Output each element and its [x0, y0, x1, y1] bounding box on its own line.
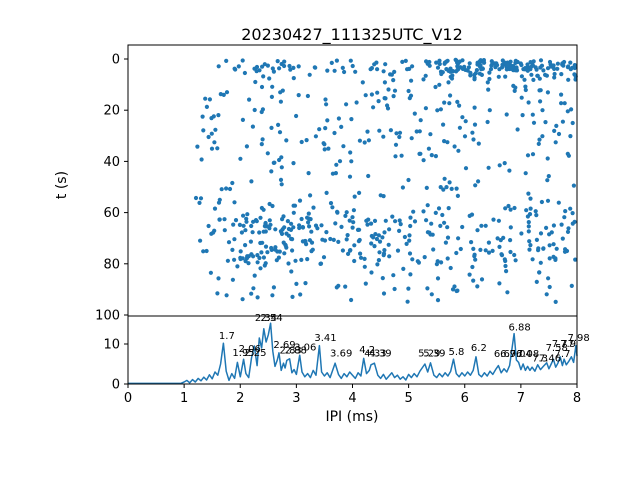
peak-annotation: 7.7 — [555, 349, 571, 360]
tick-label: 7 — [517, 391, 525, 406]
peak-annotation: 2.88 — [285, 346, 307, 357]
tick-label: 20 — [103, 104, 120, 119]
peak-annotation: 2.25 — [244, 348, 266, 359]
peak-annotation: 3.41 — [314, 333, 336, 344]
tick-label: 0 — [112, 378, 120, 393]
peak-annotation: 1.95 — [232, 348, 254, 359]
peak-annotation: 2.06 — [239, 344, 261, 355]
tick-label: 80 — [103, 257, 120, 272]
peak-annotation: 7.04 — [510, 349, 532, 360]
peak-annotation: 7.3 — [532, 354, 548, 365]
tick-label: 3 — [292, 391, 300, 406]
peak-annotation: 7.08 — [517, 349, 539, 360]
tick-label: 8 — [573, 391, 581, 406]
peak-annotation: 6.2 — [471, 343, 487, 354]
tick-label: 0 — [124, 391, 132, 406]
peak-annotation: 6.6 — [494, 349, 510, 360]
scatter-axes-frame — [127, 44, 578, 317]
plot-title: 20230427_111325UTC_V12 — [241, 25, 463, 45]
tick-label: 40 — [103, 155, 120, 170]
peak-annotation: 7.9 — [560, 339, 576, 350]
peak-annotation: 4.2 — [359, 345, 375, 356]
peak-annotation: 2.54 — [260, 313, 282, 324]
peak-annotation: 6.96 — [500, 349, 522, 360]
tick-label: 2 — [236, 391, 244, 406]
scatter-points — [193, 57, 578, 304]
tick-label: 5 — [404, 391, 412, 406]
tick-label: 6 — [461, 391, 469, 406]
peak-annotation: 2.34 — [255, 313, 277, 324]
peak-annotation: 7.58 — [546, 343, 568, 354]
peak-annotation: 4.39 — [369, 348, 391, 359]
tick-label: 100 — [95, 309, 120, 324]
line-axes-frame — [127, 315, 578, 385]
axes-frames — [127, 44, 578, 385]
peak-annotation: 7.98 — [567, 333, 589, 344]
peak-annotation: 3.69 — [330, 348, 352, 359]
peak-annotation: 7.46 — [539, 354, 561, 365]
peak-annotations: 1.71.952.252.062.342.542.692.832.883.063… — [219, 313, 590, 364]
peak-annotation: 7.77 — [552, 339, 574, 350]
tick-label: 10 — [103, 338, 120, 353]
tick-label: 0 — [112, 53, 120, 68]
peak-annotation: 3.06 — [294, 342, 316, 353]
ipi-line-series — [128, 322, 578, 385]
y-axis-label: t (s) — [54, 171, 70, 199]
peak-annotation: 4.33 — [364, 348, 386, 359]
tick-label: 60 — [103, 206, 120, 221]
peak-annotation: 5.8 — [448, 347, 464, 358]
x-axis-label: IPI (ms) — [325, 409, 378, 425]
peak-annotation: 6.88 — [509, 322, 531, 333]
peak-annotation: 2.69 — [273, 340, 295, 351]
peak-annotation: 5.29 — [418, 348, 440, 359]
peak-annotation: 2.83 — [280, 346, 302, 357]
peak-annotation: 5.39 — [423, 348, 445, 359]
peak-annotation: 1.7 — [219, 331, 235, 342]
tick-label: 4 — [348, 391, 356, 406]
tick-label: 1 — [180, 391, 188, 406]
